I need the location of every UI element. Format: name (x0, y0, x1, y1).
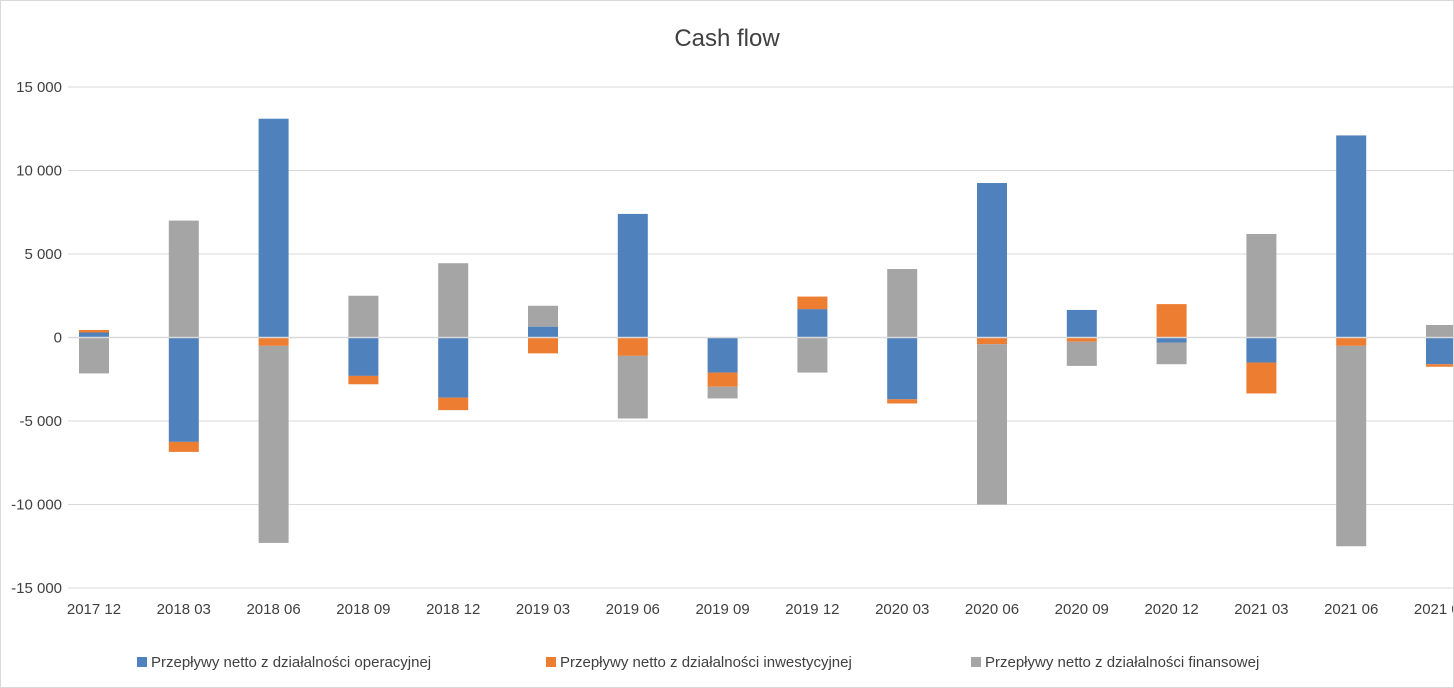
bar-segment (707, 337, 738, 373)
bar-segment (168, 220, 199, 338)
y-tick-label: 0 (54, 330, 62, 347)
bar-segment (797, 337, 828, 373)
bar-segment (348, 337, 379, 376)
y-tick-label: -15 000 (11, 580, 62, 597)
bar-segment (438, 263, 469, 338)
x-tick-label: 2019 09 (695, 601, 749, 618)
x-tick-label: 2021 09 (1414, 601, 1453, 618)
bar-segment (168, 337, 199, 442)
legend-swatch (971, 657, 981, 667)
bar-segment (1066, 341, 1097, 366)
x-tick-label: 2018 12 (426, 601, 480, 618)
x-tick-label: 2021 03 (1234, 601, 1288, 618)
bar-segment (79, 329, 109, 333)
legend-label: Przepływy netto z działalności operacyjn… (151, 654, 431, 671)
bar-segment (797, 309, 828, 338)
y-tick-label: -10 000 (11, 497, 62, 514)
bar-segment (528, 305, 558, 327)
bar-segment (79, 332, 109, 338)
x-tick-label: 2018 06 (246, 601, 300, 618)
bar-segment (1066, 337, 1097, 342)
x-tick-label: 2017 12 (67, 601, 121, 618)
bar-segment (1156, 337, 1187, 343)
bar-segment (258, 337, 289, 346)
bar-segment (1066, 309, 1097, 338)
y-tick-label: -5 000 (19, 413, 62, 430)
x-tick-label: 2018 09 (336, 601, 390, 618)
x-tick-label: 2019 06 (606, 601, 660, 618)
bar-segment (438, 397, 469, 411)
x-tick-label: 2020 03 (875, 601, 929, 618)
bar-segment (438, 337, 469, 398)
bar-segment (707, 386, 738, 399)
bar-segment (977, 344, 1007, 505)
bar-segment (977, 337, 1007, 345)
bar-segment (617, 213, 648, 338)
bar-segment (887, 269, 918, 338)
bar-segment (1246, 362, 1277, 394)
bar-segment (258, 118, 289, 338)
bar-segment (348, 295, 379, 338)
bar-segment (348, 375, 379, 385)
x-tick-label: 2019 12 (785, 601, 839, 618)
bar-segment (617, 337, 648, 356)
y-tick-label: 15 000 (16, 79, 62, 96)
bar-segment (258, 345, 289, 543)
x-tick-label: 2019 03 (516, 601, 570, 618)
bar-segment (1246, 233, 1277, 338)
bar-segment (1156, 342, 1187, 365)
chart-title: Cash flow (674, 25, 780, 52)
x-tick-label: 2020 12 (1144, 601, 1198, 618)
legend-label: Przepływy netto z działalności inwestycy… (560, 654, 852, 671)
bar-segment (1426, 324, 1453, 338)
bar-segment (1426, 364, 1453, 367)
bar-segment (887, 399, 918, 404)
bar-segment (168, 441, 199, 452)
legend-label: Przepływy netto z działalności finansowe… (985, 654, 1259, 671)
x-tick-label: 2021 06 (1324, 601, 1378, 618)
bar-segment (1336, 337, 1367, 346)
y-tick-label: 5 000 (24, 246, 62, 263)
bar-segment (1426, 337, 1453, 365)
x-tick-label: 2020 09 (1055, 601, 1109, 618)
y-tick-label: 10 000 (16, 163, 62, 180)
bar-segment (1156, 304, 1187, 338)
bar-segment (79, 337, 109, 374)
bar-segment (797, 296, 828, 310)
bar-segment (887, 337, 918, 400)
bar-segment (1336, 345, 1367, 547)
bar-segment (707, 372, 738, 387)
bar-segment (528, 326, 558, 338)
bar-segment (1336, 135, 1367, 338)
x-tick-label: 2018 03 (157, 601, 211, 618)
legend-swatch (137, 657, 147, 667)
x-tick-label: 2020 06 (965, 601, 1019, 618)
bar-segment (528, 337, 558, 354)
bar-segment (977, 183, 1007, 338)
bar-segment (1246, 337, 1277, 363)
bar-segment (617, 355, 648, 419)
legend-swatch (546, 657, 556, 667)
